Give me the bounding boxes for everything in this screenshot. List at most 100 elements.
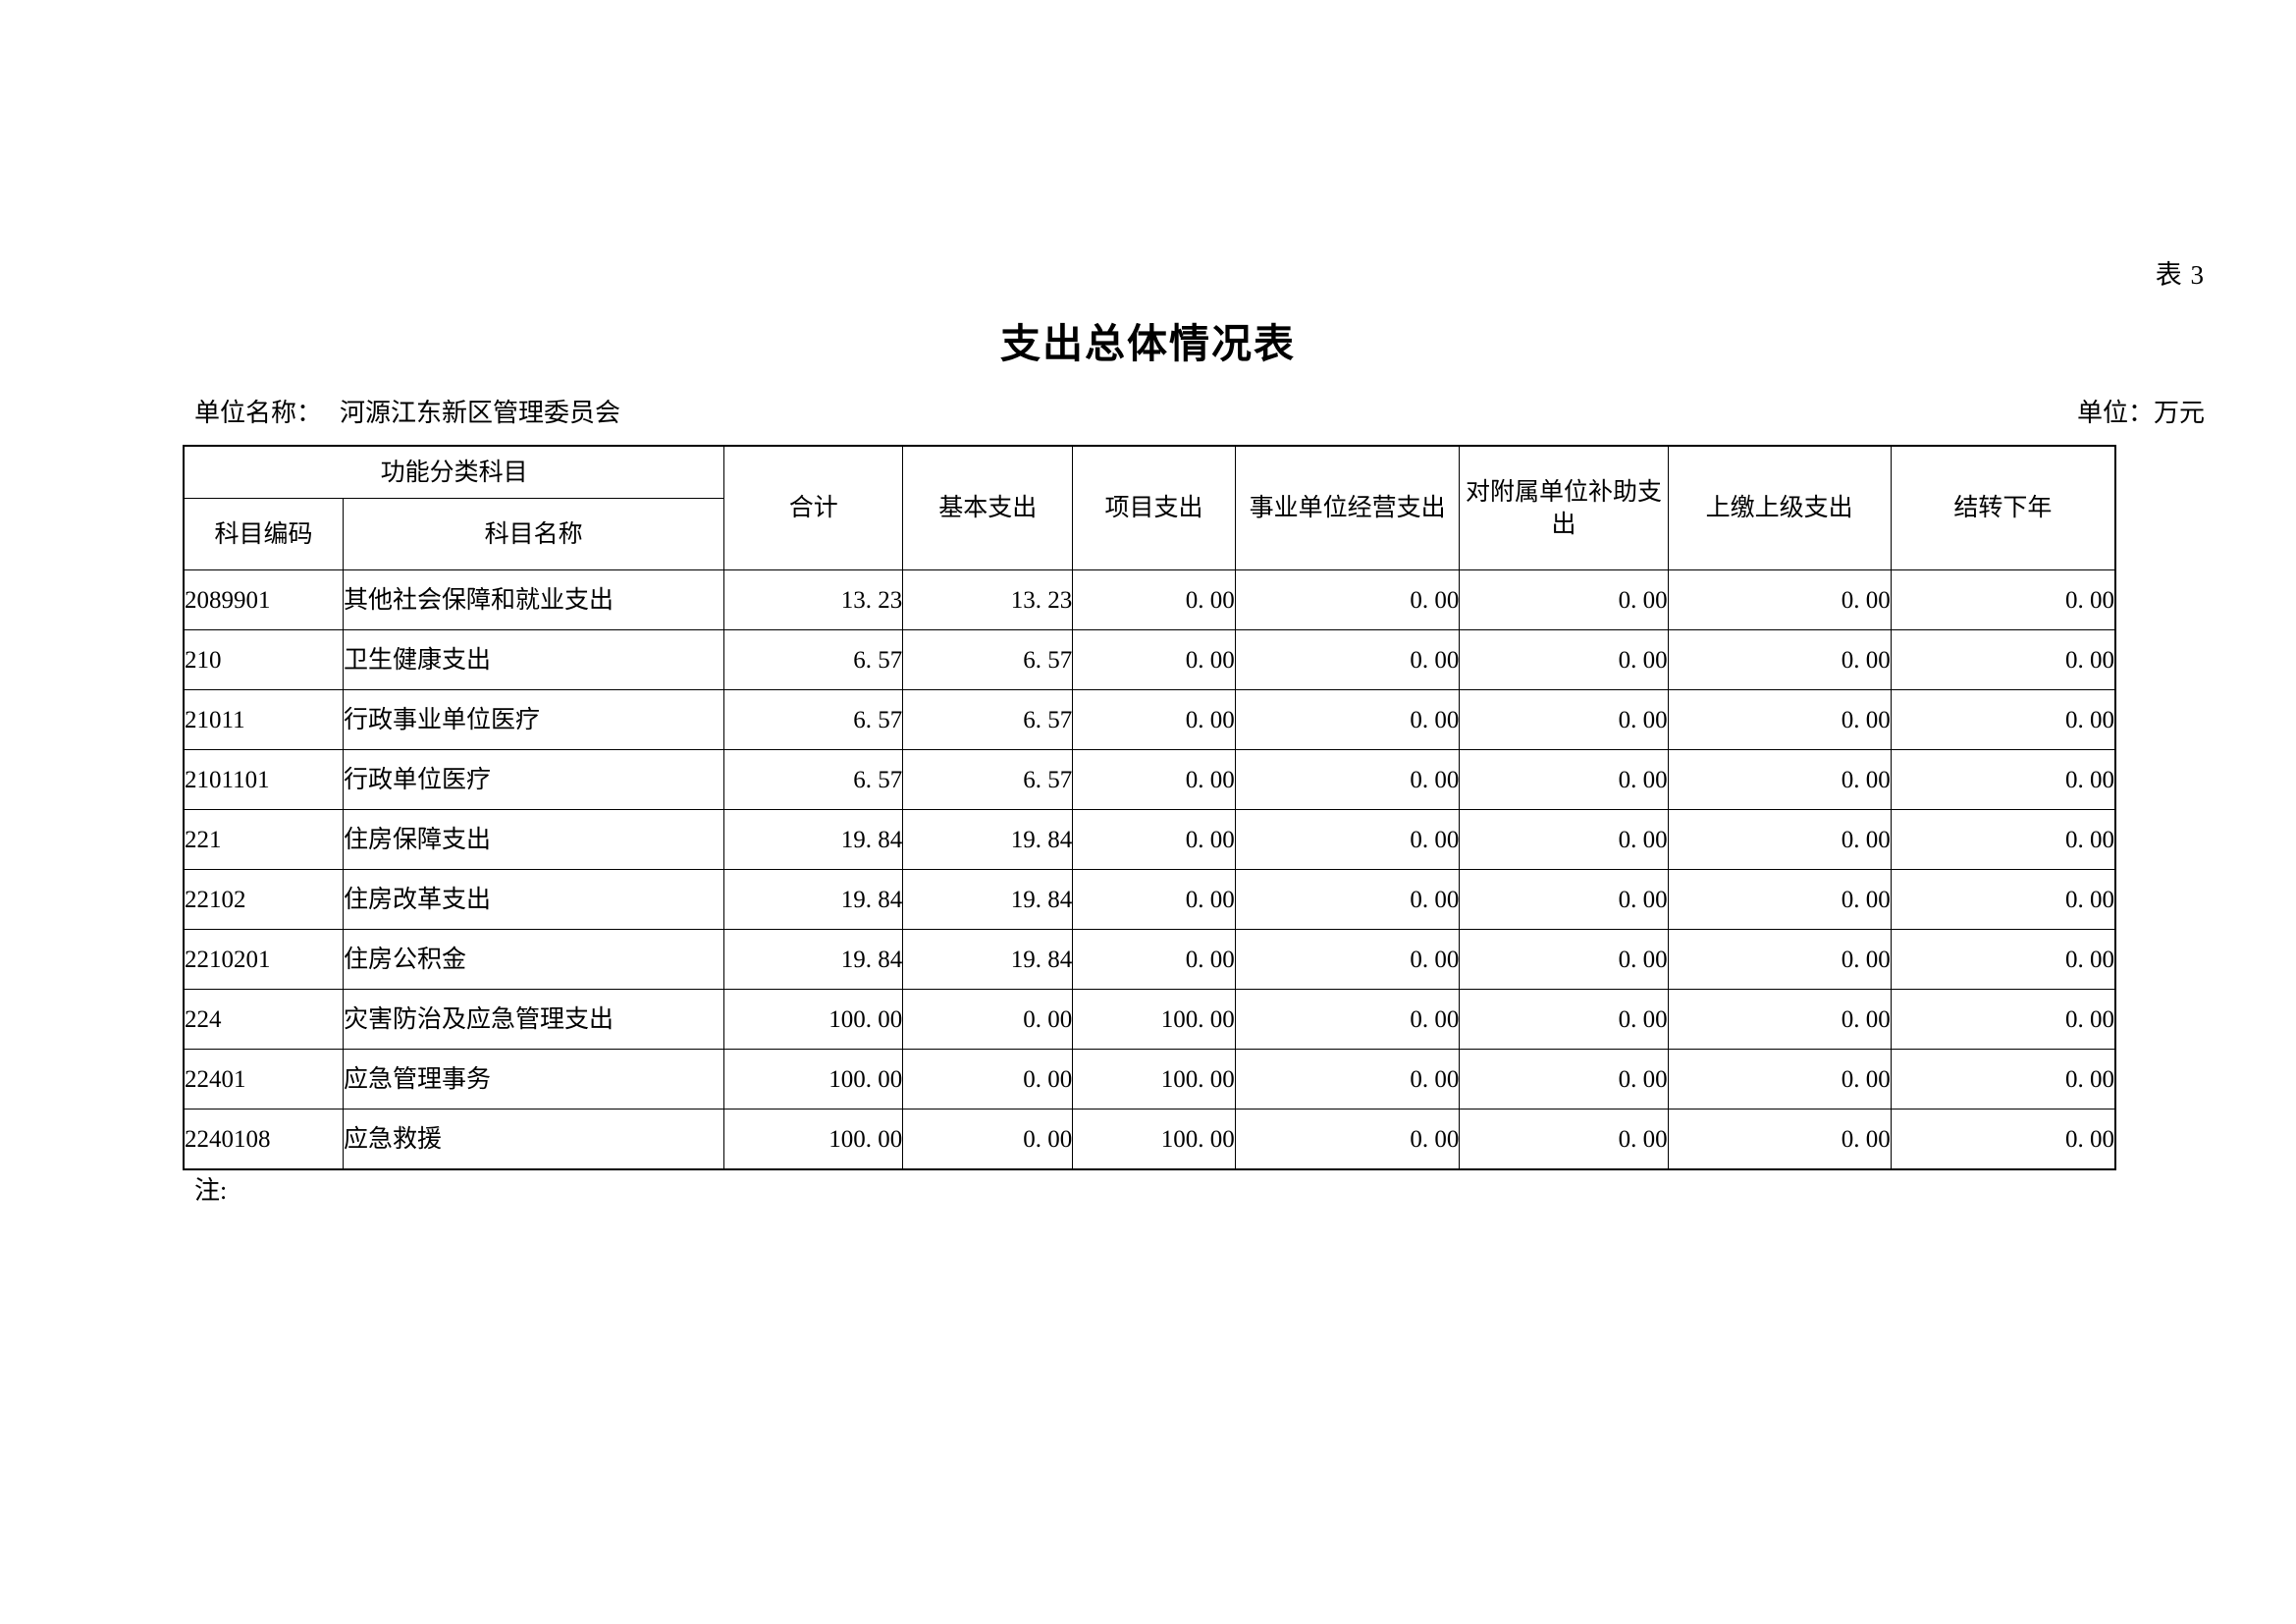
table-header: 功能分类科目 合计 基本支出 项目支出 事业单位经营支出 对附属单位补助支出 上…	[183, 445, 2116, 570]
cell-subsidy: 0. 00	[1459, 569, 1669, 630]
table-row: 21011 行政事业单位医疗 6. 57 6. 57 0. 00 0. 00 0…	[183, 689, 2116, 750]
cell-carryover: 0. 00	[1890, 629, 2116, 690]
cell-subject-code: 2089901	[183, 569, 344, 630]
cell-operating: 0. 00	[1234, 1049, 1461, 1110]
cell-carryover: 0. 00	[1890, 1049, 2116, 1110]
cell-project: 100. 00	[1072, 1049, 1236, 1110]
cell-carryover: 0. 00	[1890, 749, 2116, 810]
cell-project: 0. 00	[1072, 929, 1236, 990]
cell-subject-code: 21011	[183, 689, 344, 750]
cell-subject-name: 住房改革支出	[342, 869, 725, 930]
cell-project: 100. 00	[1072, 989, 1236, 1050]
cell-basic: 0. 00	[902, 1109, 1074, 1170]
cell-basic: 0. 00	[902, 989, 1074, 1050]
cell-remit-upper: 0. 00	[1667, 569, 1892, 630]
table-note: 注:	[194, 1176, 228, 1205]
cell-project: 0. 00	[1072, 629, 1236, 690]
header-subject-name: 科目名称	[342, 498, 725, 570]
table-row: 224 灾害防治及应急管理支出 100. 00 0. 00 100. 00 0.…	[183, 989, 2116, 1050]
table-row: 2089901 其他社会保障和就业支出 13. 23 13. 23 0. 00 …	[183, 569, 2116, 630]
sheet-label: 表 3	[2155, 260, 2205, 290]
table-header-row-top: 功能分类科目 合计 基本支出 项目支出 事业单位经营支出 对附属单位补助支出 上…	[183, 445, 2116, 570]
cell-operating: 0. 00	[1234, 749, 1461, 810]
cell-remit-upper: 0. 00	[1667, 929, 1892, 990]
cell-subject-code: 221	[183, 809, 344, 870]
cell-subsidy: 0. 00	[1459, 809, 1669, 870]
header-function-category-group: 功能分类科目	[183, 445, 725, 499]
cell-subsidy: 0. 00	[1459, 689, 1669, 750]
cell-subject-name: 灾害防治及应急管理支出	[342, 989, 725, 1050]
cell-subsidy: 0. 00	[1459, 989, 1669, 1050]
cell-total: 100. 00	[723, 1109, 904, 1170]
cell-carryover: 0. 00	[1890, 869, 2116, 930]
cell-carryover: 0. 00	[1890, 989, 2116, 1050]
table-row: 210 卫生健康支出 6. 57 6. 57 0. 00 0. 00 0. 00…	[183, 629, 2116, 690]
header-project-expenditure: 项目支出	[1072, 445, 1236, 570]
cell-basic: 0. 00	[902, 1049, 1074, 1110]
table-row: 22401 应急管理事务 100. 00 0. 00 100. 00 0. 00…	[183, 1049, 2116, 1110]
cell-total: 19. 84	[723, 809, 904, 870]
cell-remit-upper: 0. 00	[1667, 1109, 1892, 1170]
table-header-row-sub: 科目编码 科目名称	[183, 498, 2115, 570]
cell-basic: 19. 84	[902, 929, 1074, 990]
cell-project: 100. 00	[1072, 1109, 1236, 1170]
cell-remit-upper: 0. 00	[1667, 629, 1892, 690]
cell-carryover: 0. 00	[1890, 1109, 2116, 1170]
cell-operating: 0. 00	[1234, 929, 1461, 990]
cell-carryover: 0. 00	[1890, 689, 2116, 750]
cell-operating: 0. 00	[1234, 569, 1461, 630]
cell-operating: 0. 00	[1234, 689, 1461, 750]
table-row: 22102 住房改革支出 19. 84 19. 84 0. 00 0. 00 0…	[183, 869, 2116, 930]
cell-subsidy: 0. 00	[1459, 1049, 1669, 1110]
cell-basic: 6. 57	[902, 749, 1074, 810]
table-row: 221 住房保障支出 19. 84 19. 84 0. 00 0. 00 0. …	[183, 809, 2116, 870]
header-carryover-next-year: 结转下年	[1890, 445, 2116, 570]
table-row: 2210201 住房公积金 19. 84 19. 84 0. 00 0. 00 …	[183, 929, 2116, 990]
cell-basic: 13. 23	[902, 569, 1074, 630]
header-operating-expenditure: 事业单位经营支出	[1234, 445, 1461, 570]
cell-subject-code: 22401	[183, 1049, 344, 1110]
cell-total: 19. 84	[723, 929, 904, 990]
cell-basic: 6. 57	[902, 629, 1074, 690]
cell-total: 100. 00	[723, 1049, 904, 1110]
cell-subject-name: 应急管理事务	[342, 1049, 725, 1110]
cell-subject-name: 应急救援	[342, 1109, 725, 1170]
cell-basic: 19. 84	[902, 869, 1074, 930]
cell-operating: 0. 00	[1234, 869, 1461, 930]
header-subsidy-expenditure: 对附属单位补助支出	[1459, 445, 1669, 570]
cell-project: 0. 00	[1072, 809, 1236, 870]
cell-subject-name: 其他社会保障和就业支出	[342, 569, 725, 630]
cell-project: 0. 00	[1072, 869, 1236, 930]
table-row: 2240108 应急救援 100. 00 0. 00 100. 00 0. 00…	[183, 1109, 2116, 1170]
cell-basic: 19. 84	[902, 809, 1074, 870]
cell-total: 19. 84	[723, 869, 904, 930]
cell-total: 6. 57	[723, 749, 904, 810]
cell-remit-upper: 0. 00	[1667, 689, 1892, 750]
cell-subject-name: 行政单位医疗	[342, 749, 725, 810]
cell-total: 6. 57	[723, 629, 904, 690]
cell-subsidy: 0. 00	[1459, 1109, 1669, 1170]
cell-subject-name: 住房公积金	[342, 929, 725, 990]
table-body: 2089901 其他社会保障和就业支出 13. 23 13. 23 0. 00 …	[183, 569, 2116, 1170]
cell-subsidy: 0. 00	[1459, 929, 1669, 990]
cell-operating: 0. 00	[1234, 989, 1461, 1050]
cell-remit-upper: 0. 00	[1667, 809, 1892, 870]
unit-name-value: 河源江东新区管理委员会	[340, 399, 621, 427]
currency-unit-label: 单位：万元	[2076, 399, 2205, 427]
cell-total: 13. 23	[723, 569, 904, 630]
unit-name-block: 单位名称： 河源江东新区管理委员会	[194, 393, 620, 429]
expenditure-table-wrapper: 功能分类科目 合计 基本支出 项目支出 事业单位经营支出 对附属单位补助支出 上…	[183, 445, 2116, 1170]
cell-operating: 0. 00	[1234, 629, 1461, 690]
cell-total: 6. 57	[723, 689, 904, 750]
cell-subject-name: 卫生健康支出	[342, 629, 725, 690]
cell-operating: 0. 00	[1234, 1109, 1461, 1170]
cell-remit-upper: 0. 00	[1667, 1049, 1892, 1110]
document-meta-row: 单位名称： 河源江东新区管理委员会 单位：万元	[194, 393, 2205, 432]
cell-subsidy: 0. 00	[1459, 869, 1669, 930]
cell-subject-code: 210	[183, 629, 344, 690]
page-title: 支出总体情况表	[1000, 321, 1296, 366]
header-subject-code: 科目编码	[183, 498, 344, 570]
expenditure-summary-table: 功能分类科目 合计 基本支出 项目支出 事业单位经营支出 对附属单位补助支出 上…	[183, 445, 2116, 1170]
header-remit-upper-expenditure: 上缴上级支出	[1667, 445, 1892, 570]
